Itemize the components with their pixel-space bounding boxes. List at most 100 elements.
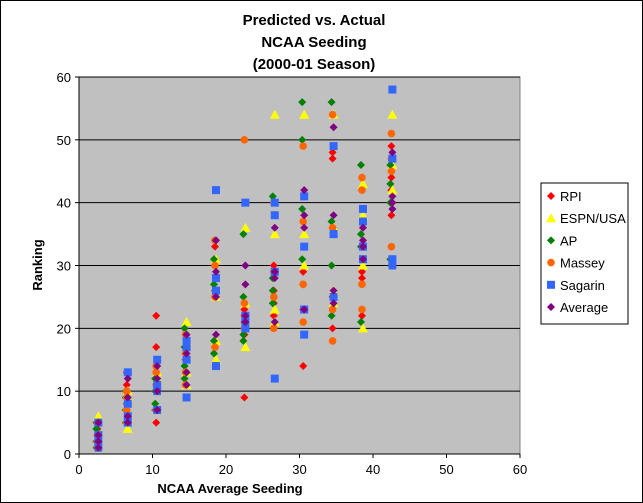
data-point <box>209 349 218 358</box>
data-point <box>210 242 219 251</box>
data-point <box>387 109 398 119</box>
y-axis-label: Ranking <box>30 239 45 290</box>
data-point <box>241 311 250 320</box>
data-point <box>327 311 336 320</box>
data-point <box>299 142 307 150</box>
data-point <box>298 204 307 213</box>
data-point <box>180 374 189 383</box>
data-point <box>300 242 309 251</box>
data-point <box>209 255 218 264</box>
data-point <box>299 318 307 326</box>
data-point <box>209 280 218 289</box>
data-point <box>152 311 161 320</box>
data-point <box>328 110 337 119</box>
data-point <box>211 261 219 270</box>
data-point <box>211 343 219 351</box>
data-point <box>153 355 162 364</box>
data-point <box>358 204 367 213</box>
x-axis-label: NCAA Average Seeding <box>157 481 302 496</box>
data-point <box>299 217 307 226</box>
data-point <box>209 336 218 345</box>
data-point <box>357 311 366 320</box>
data-point <box>388 148 397 157</box>
data-point <box>269 109 280 119</box>
legend-label: RPI <box>560 189 582 204</box>
data-point <box>300 211 309 220</box>
data-point <box>386 179 395 188</box>
x-tick-label: 60 <box>513 462 527 477</box>
data-point <box>122 406 131 414</box>
data-point <box>153 387 162 396</box>
data-point <box>357 323 368 333</box>
data-point <box>268 299 277 308</box>
data-point <box>180 324 189 333</box>
x-tick-label: 30 <box>292 462 306 477</box>
data-point <box>299 260 310 270</box>
data-point <box>358 255 367 264</box>
data-point <box>182 330 191 339</box>
data-point <box>241 280 250 289</box>
data-point <box>356 318 365 327</box>
data-point <box>211 267 220 276</box>
y-tick-label: 60 <box>57 70 71 85</box>
data-point <box>152 418 161 427</box>
data-point <box>328 337 337 345</box>
data-point <box>240 393 249 402</box>
y-tick-label: 50 <box>57 133 71 148</box>
data-point <box>388 255 397 264</box>
legend-marker-massey <box>547 258 555 267</box>
data-point <box>387 173 396 182</box>
data-point <box>182 355 191 364</box>
data-point <box>240 305 249 314</box>
data-point <box>300 305 309 314</box>
data-point <box>94 418 103 427</box>
data-point <box>92 424 101 433</box>
data-point <box>210 354 221 364</box>
data-point <box>329 286 338 295</box>
data-point <box>269 311 278 320</box>
data-point <box>358 186 366 194</box>
data-point <box>122 380 131 389</box>
legend-marker-ap <box>547 236 555 245</box>
data-point <box>356 230 365 239</box>
data-point <box>357 260 368 270</box>
x-tick-label: 50 <box>439 462 453 477</box>
data-point <box>328 324 337 333</box>
data-point <box>329 142 338 151</box>
data-point <box>298 135 307 144</box>
y-tick-label: 40 <box>57 196 71 211</box>
data-point <box>153 406 162 415</box>
data-point <box>94 437 103 446</box>
data-point <box>270 374 279 383</box>
data-point <box>299 229 310 239</box>
data-point <box>239 336 248 345</box>
data-point <box>329 230 338 239</box>
data-point <box>211 362 220 371</box>
x-tick-label: 20 <box>219 462 233 477</box>
data-point <box>269 229 280 239</box>
data-point <box>358 236 367 245</box>
data-point <box>182 380 191 389</box>
data-point <box>270 274 279 283</box>
data-point <box>240 136 249 144</box>
data-point <box>239 230 248 239</box>
data-point <box>123 393 132 402</box>
data-point <box>268 286 277 295</box>
data-point <box>241 198 250 207</box>
data-point <box>300 330 309 339</box>
data-point <box>211 292 220 301</box>
data-point <box>152 343 161 352</box>
data-point <box>153 380 162 389</box>
data-point <box>270 223 279 232</box>
x-tick-label: 10 <box>145 462 159 477</box>
data-point <box>270 198 279 207</box>
data-point <box>269 304 280 314</box>
data-point <box>180 362 189 371</box>
data-point <box>358 242 367 251</box>
data-point <box>211 330 220 339</box>
data-point <box>123 418 132 427</box>
data-point <box>240 342 251 352</box>
data-point <box>388 204 397 213</box>
legend-marker-sagarin <box>547 280 555 289</box>
legend: RPI ESPN/USA AP Massey Sagarin Average <box>540 182 629 325</box>
